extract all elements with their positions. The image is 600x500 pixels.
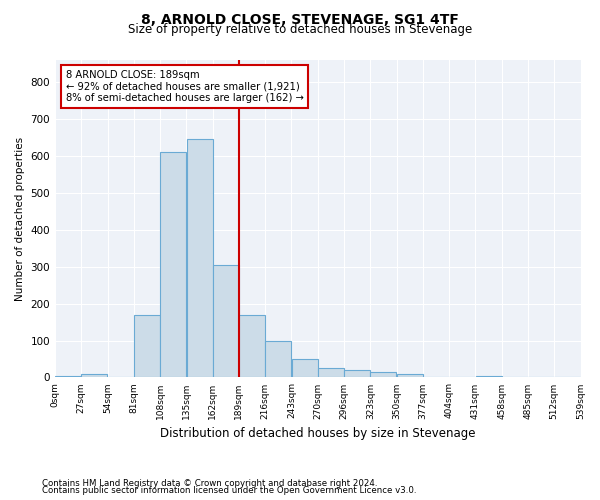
Text: Contains HM Land Registry data © Crown copyright and database right 2024.: Contains HM Land Registry data © Crown c… — [42, 478, 377, 488]
Y-axis label: Number of detached properties: Number of detached properties — [15, 136, 25, 301]
Bar — [187, 140, 212, 378]
Bar — [265, 340, 292, 378]
Text: Contains public sector information licensed under the Open Government Licence v3: Contains public sector information licen… — [42, 486, 416, 495]
Bar — [213, 265, 239, 378]
Bar — [397, 374, 423, 378]
X-axis label: Distribution of detached houses by size in Stevenage: Distribution of detached houses by size … — [160, 427, 476, 440]
Bar — [476, 376, 502, 378]
Text: 8, ARNOLD CLOSE, STEVENAGE, SG1 4TF: 8, ARNOLD CLOSE, STEVENAGE, SG1 4TF — [141, 12, 459, 26]
Bar — [239, 314, 265, 378]
Bar — [55, 376, 81, 378]
Text: Size of property relative to detached houses in Stevenage: Size of property relative to detached ho… — [128, 22, 472, 36]
Bar — [134, 314, 160, 378]
Text: 8 ARNOLD CLOSE: 189sqm
← 92% of detached houses are smaller (1,921)
8% of semi-d: 8 ARNOLD CLOSE: 189sqm ← 92% of detached… — [65, 70, 304, 102]
Bar — [370, 372, 397, 378]
Bar — [160, 152, 186, 378]
Bar — [318, 368, 344, 378]
Bar — [292, 359, 317, 378]
Bar — [82, 374, 107, 378]
Bar — [344, 370, 370, 378]
